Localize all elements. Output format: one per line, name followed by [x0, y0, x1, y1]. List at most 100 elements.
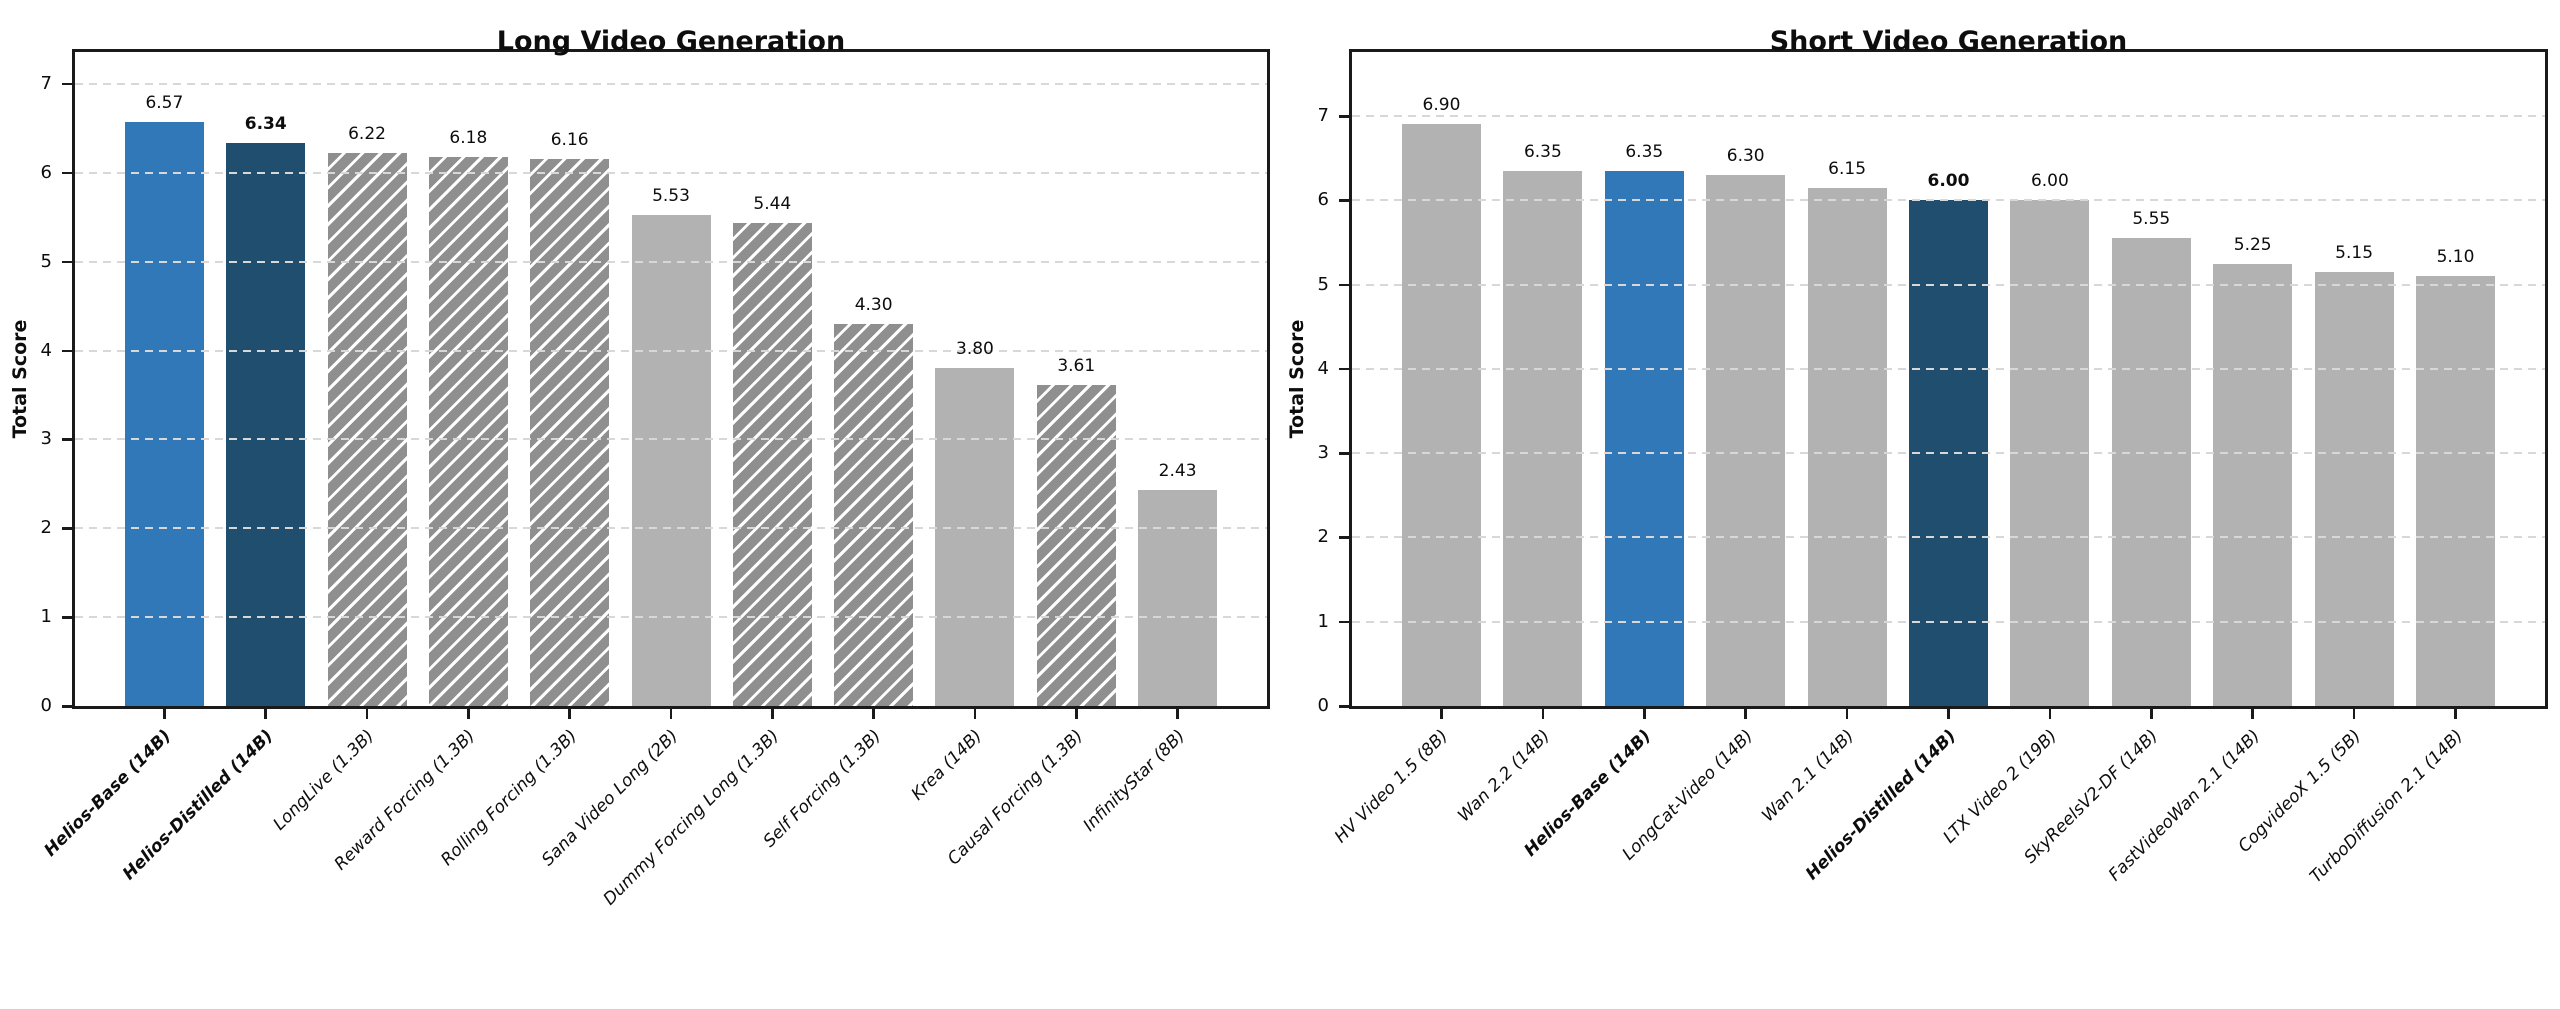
y-tick-mark — [1339, 705, 1349, 708]
bar-fastvideowan-2-1-14b- — [2213, 263, 2293, 706]
y-tick-mark — [62, 438, 72, 441]
gridline-y3 — [75, 438, 1267, 441]
gridline-y3 — [1352, 452, 2545, 455]
y-tick-label: 4 — [1317, 357, 1329, 379]
gridline-y7 — [75, 82, 1267, 85]
bar-value-label: 6.30 — [1726, 146, 1765, 167]
bar-value-label: 4.30 — [854, 294, 893, 315]
x-tick-mark — [467, 709, 470, 719]
y-tick-label: 3 — [1317, 442, 1329, 464]
y-tick-label: 1 — [1317, 610, 1329, 632]
bar-sana-video-long-2b- — [631, 214, 711, 706]
y-tick-label: 7 — [40, 72, 52, 94]
bar-value-label: 6.00 — [1927, 171, 1970, 192]
bar-value-label: 6.00 — [2030, 171, 2069, 192]
chart-render-layer: 0 1 2 3 4 5 6 7 6.57 Helios-Base (14B) 6.34 Helios-… — [40, 72, 2545, 909]
y-tick-mark — [1339, 367, 1349, 371]
y-tick-label: 5 — [1317, 273, 1329, 295]
x-tick-mark — [1845, 709, 1849, 719]
y-tick-label: 5 — [40, 250, 52, 272]
bar-self-forcing-1-3b- — [834, 323, 914, 706]
y-tick-label: 4 — [40, 339, 52, 361]
bar-longlive-1-3b- — [327, 153, 407, 706]
bar-value-label: 5.10 — [2436, 247, 2475, 268]
gridline-y7 — [1352, 115, 2545, 118]
y-tick-label: 1 — [40, 606, 52, 628]
bar-helios-distilled-14b- — [226, 142, 306, 706]
bar-value-label: 6.35 — [1523, 141, 1562, 162]
x-tick-mark — [163, 709, 166, 719]
bar-value-label: 6.16 — [550, 129, 589, 150]
x-tick-mark — [1643, 709, 1646, 719]
y-tick-mark — [1339, 283, 1349, 287]
bar-value-label: 6.90 — [1422, 95, 1461, 116]
bar-value-label: 6.35 — [1625, 141, 1664, 162]
x-tick-mark — [2454, 709, 2457, 719]
bar-value-label: 6.22 — [348, 124, 386, 145]
short-video-chart-title: Short Video Generation — [1769, 26, 2128, 58]
bar-wan-2-2-14b- — [1503, 170, 1583, 706]
x-tick-mark — [2251, 709, 2254, 719]
y-tick-label: 2 — [40, 517, 52, 539]
bar-turbodiffusion-2-1-14b- — [2416, 276, 2496, 706]
y-tick-mark — [62, 260, 72, 264]
y-tick-mark — [1339, 536, 1349, 539]
y-tick-mark — [62, 616, 72, 619]
bar-value-label: 5.25 — [2233, 234, 2272, 255]
gridline-y6 — [1352, 199, 2545, 202]
y-tick-mark — [62, 171, 72, 175]
y-tick-mark — [1339, 620, 1349, 624]
x-tick-mark — [2150, 709, 2153, 719]
y-tick-mark — [1339, 199, 1349, 202]
bar-value-label: 6.18 — [449, 127, 488, 148]
x-tick-mark — [973, 709, 977, 719]
y-tick-mark — [62, 705, 72, 708]
y-tick-label: 2 — [1317, 526, 1329, 548]
gridline-y5 — [1352, 283, 2545, 286]
bar-wan-2-1-14b- — [1807, 187, 1887, 706]
bar-rolling-forcing-1-3b- — [530, 158, 610, 706]
bar-value-label: 3.80 — [956, 339, 994, 360]
x-tick-mark — [1440, 709, 1443, 719]
x-tick-mark — [1176, 709, 1179, 719]
long-video-y-axis-label: Total Score — [9, 319, 31, 439]
bar-value-label: 5.44 — [753, 193, 792, 214]
x-tick-mark — [771, 709, 774, 719]
y-tick-mark — [62, 527, 72, 530]
bar-krea-14b- — [935, 368, 1015, 706]
x-tick-mark — [568, 709, 571, 719]
x-tick-mark — [365, 709, 369, 719]
gridline-y5 — [75, 260, 1267, 263]
long-video-chart-title: Long Video Generation — [496, 26, 846, 58]
bar-value-label: 5.53 — [652, 185, 690, 206]
y-tick-label: 0 — [40, 695, 52, 716]
bar-hv-video-1-5-8b- — [1401, 124, 1481, 706]
x-tick-mark — [1075, 709, 1078, 719]
gridline-y1 — [1352, 620, 2545, 623]
gridline-y2 — [1352, 536, 2545, 539]
gridline-y1 — [75, 616, 1267, 619]
y-tick-mark — [1339, 115, 1349, 118]
bar-cogvideox-1-5-5b- — [2314, 271, 2394, 706]
x-tick-mark — [1541, 709, 1545, 719]
x-tick-mark — [1947, 709, 1950, 719]
bar-value-label: 5.55 — [2132, 209, 2171, 230]
bar-value-label: 6.57 — [145, 93, 184, 114]
bar-value-label: 6.15 — [1828, 158, 1867, 179]
y-tick-label: 3 — [40, 428, 52, 450]
bar-skyreelsv2-df-14b- — [2111, 238, 2191, 706]
y-tick-label: 6 — [40, 161, 52, 183]
x-tick-mark — [264, 709, 267, 719]
bar-causal-forcing-1-3b- — [1036, 385, 1116, 706]
bar-longcat-video-14b- — [1706, 175, 1786, 706]
gridline-y2 — [75, 527, 1267, 530]
y-tick-mark — [62, 349, 72, 353]
video-generation-benchmark-figure: Long Video Generation Short Video Genera… — [9, 26, 2548, 910]
x-tick-mark — [2352, 709, 2356, 719]
y-tick-mark — [62, 82, 72, 86]
bar-helios-base-14b- — [124, 122, 204, 706]
gridline-y6 — [75, 171, 1267, 174]
gridline-y4 — [75, 349, 1267, 352]
y-tick-label: 6 — [1317, 189, 1329, 211]
bar-value-label: 6.34 — [244, 113, 287, 134]
